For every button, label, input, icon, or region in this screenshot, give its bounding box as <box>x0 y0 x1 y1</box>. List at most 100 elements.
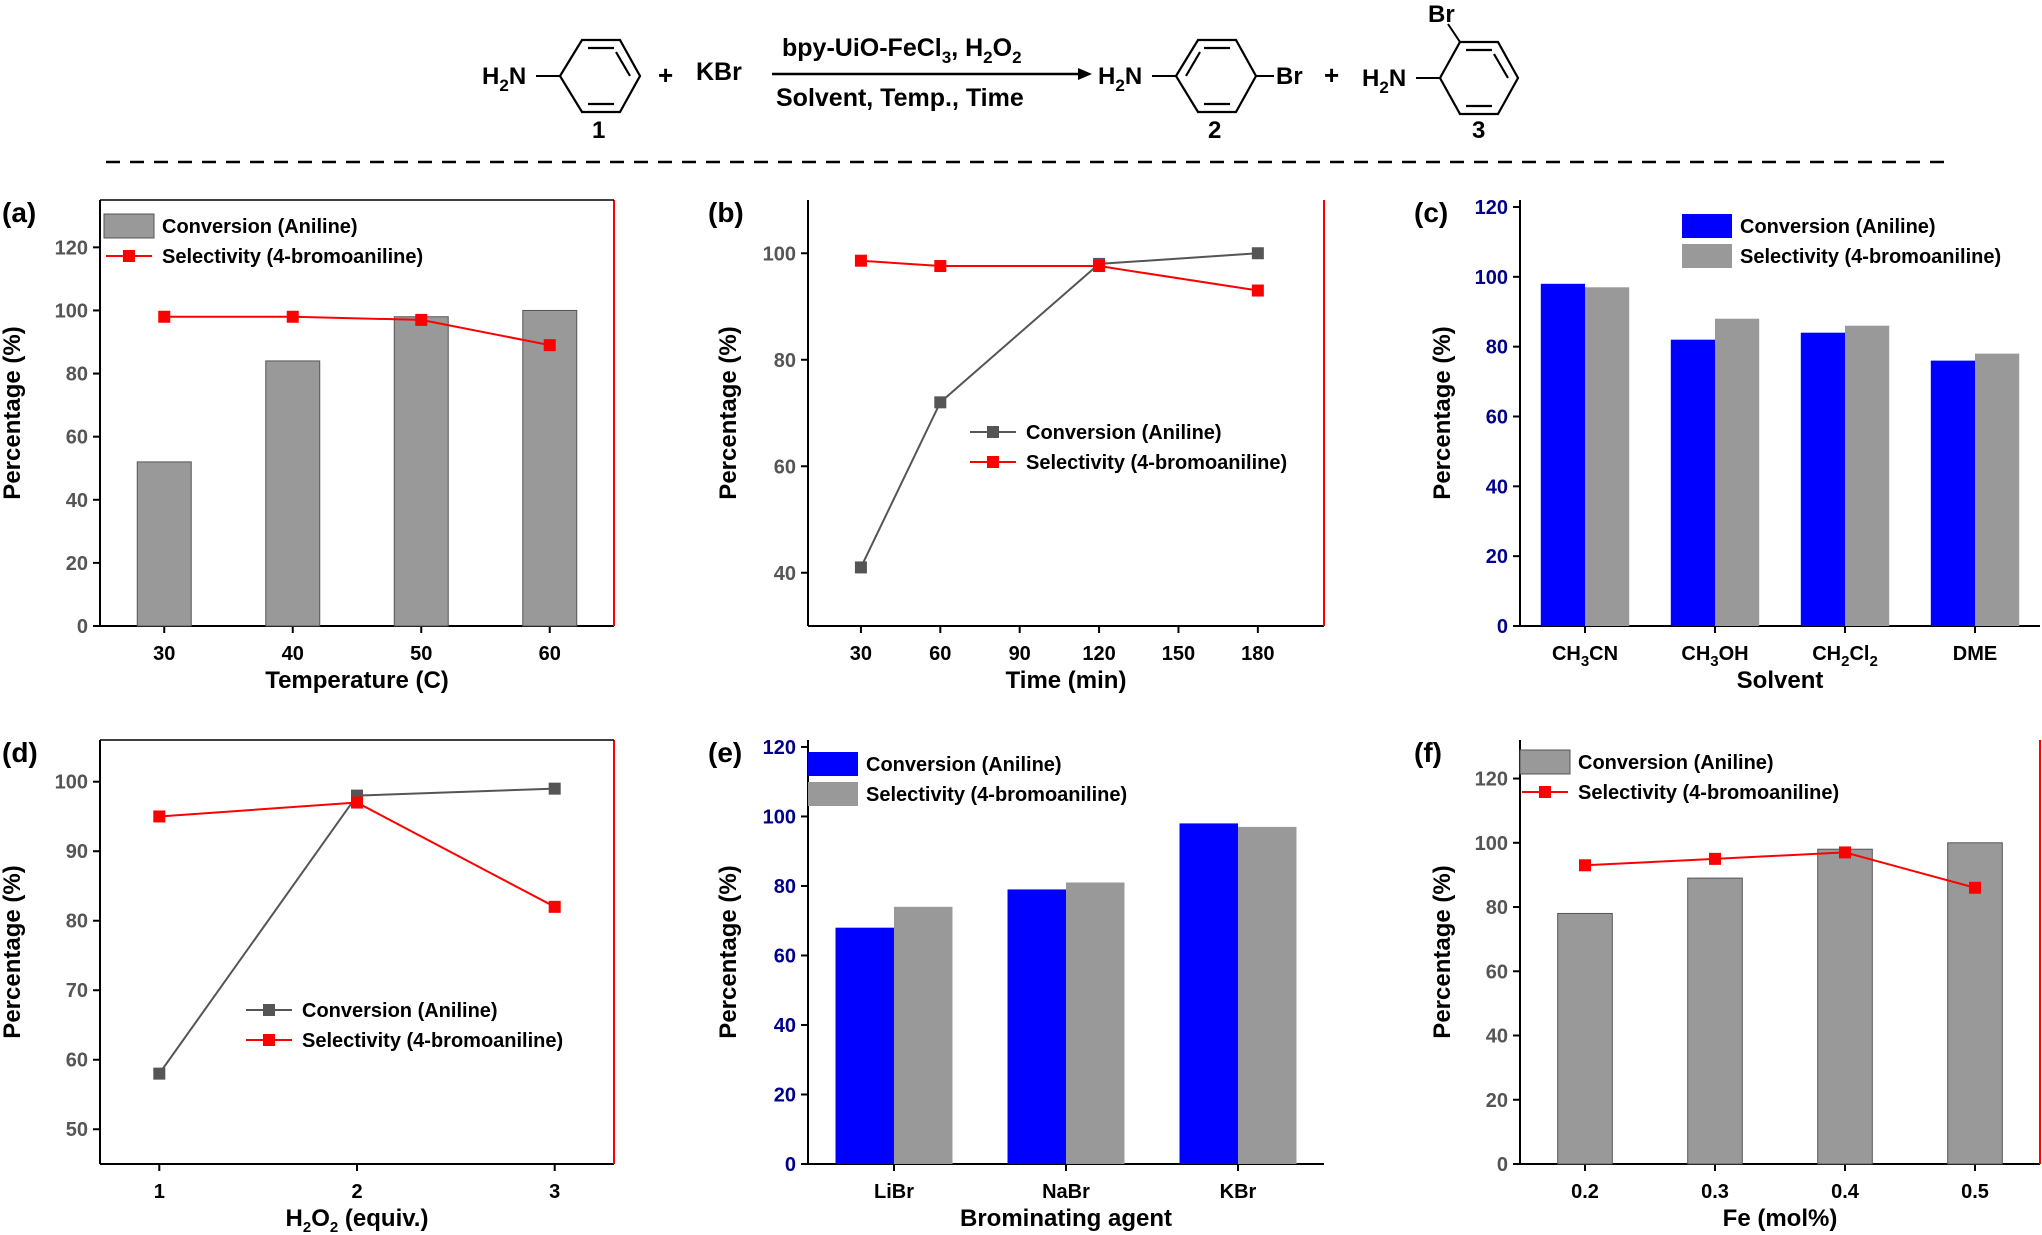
legend-marker <box>263 1004 275 1016</box>
chart-panel-e: (e) 0 20 40 60 80 100 120 Percentage (%) LiBr NaBr… <box>708 737 1324 1232</box>
bar <box>1687 877 1743 1165</box>
bar <box>1540 283 1585 626</box>
bar <box>522 309 578 627</box>
panel-label: (e) <box>708 737 742 768</box>
x-tick-label: 0.2 <box>1571 1181 1599 1203</box>
product2-br-label: Br <box>1276 63 1303 90</box>
data-point <box>1969 881 1981 894</box>
reaction-scheme: H2N 1 + KBr bpy-UiO-FeCl3, H2O2 Solvent,… <box>482 1 1520 144</box>
y-tick-label: 40 <box>1486 476 1508 498</box>
bar <box>1557 912 1613 1165</box>
legend-label: Conversion (Aniline) <box>162 216 358 238</box>
legend-label: Selectivity (4-bromoaniline) <box>1578 782 1839 804</box>
y-tick-label: 100 <box>55 772 88 794</box>
bar <box>1585 287 1630 626</box>
panel-label: (b) <box>708 197 744 228</box>
y-tick-label: 80 <box>774 876 796 898</box>
series-line <box>860 252 1258 568</box>
legend-swatch <box>1682 244 1732 268</box>
reagent-kbr: KBr <box>696 58 742 86</box>
y-tick-label: 0 <box>1497 1154 1508 1176</box>
y-tick-label: 120 <box>55 237 88 259</box>
bar <box>393 316 449 627</box>
x-tick-label: CH3CN <box>1552 643 1618 670</box>
y-tick-label: 40 <box>66 490 88 512</box>
chart-panel-c: (c) 0 20 40 60 80 100 120 Percentage (%) CH3CN CH3… <box>1414 197 2040 694</box>
x-tick-label: LiBr <box>874 1181 914 1203</box>
y-tick-label: 60 <box>66 1050 88 1072</box>
y-tick-label: 20 <box>66 553 88 575</box>
legend-swatch <box>808 752 858 776</box>
benzene-ring-1 <box>558 38 642 114</box>
y-axis-label: Percentage (%) <box>1429 865 1456 1038</box>
product3-br-label: Br <box>1428 1 1455 28</box>
y-tick-label: 100 <box>55 300 88 322</box>
x-axis-label: Temperature (C) <box>265 667 449 694</box>
y-tick-label: 100 <box>763 806 796 828</box>
panel-label: (d) <box>2 737 38 768</box>
y-tick-label: 40 <box>1486 1026 1508 1048</box>
y-tick-label: 100 <box>1475 267 1508 289</box>
panel-label: (f) <box>1414 737 1442 768</box>
x-tick-label: 90 <box>1009 643 1031 665</box>
bar <box>1007 889 1066 1164</box>
y-tick-label: 60 <box>66 427 88 449</box>
y-tick-label: 40 <box>774 1015 796 1037</box>
data-point <box>934 260 947 273</box>
bar <box>1845 325 1890 626</box>
y-tick-label: 60 <box>1486 406 1508 428</box>
benzene-ring-3 <box>1438 40 1520 116</box>
legend-label: Conversion (Aniline) <box>302 1000 498 1022</box>
x-tick-label: 40 <box>282 643 304 665</box>
y-tick-label: 90 <box>66 841 88 863</box>
panel-label: (c) <box>1414 197 1448 228</box>
y-tick-label: 100 <box>763 243 796 265</box>
catalyst-label: bpy-UiO-FeCl3, H2O2 <box>782 34 1022 67</box>
x-axis-label: Time (min) <box>1006 667 1127 694</box>
series-line <box>860 259 1258 292</box>
benzene-ring-2 <box>1174 38 1258 114</box>
legend-marker <box>263 1034 275 1046</box>
data-point <box>854 561 867 574</box>
y-tick-label: 80 <box>66 911 88 933</box>
bar <box>1066 882 1125 1164</box>
series-line <box>164 315 550 347</box>
x-tick-label: 30 <box>850 643 872 665</box>
y-tick-label: 120 <box>1475 197 1508 219</box>
x-tick-label: 120 <box>1082 643 1115 665</box>
x-tick-label: 0.4 <box>1831 1181 1860 1203</box>
bar <box>1670 339 1715 626</box>
bar <box>1930 360 1975 626</box>
x-tick-label: DME <box>1953 643 1997 665</box>
x-tick-label: 50 <box>410 643 432 665</box>
y-tick-label: 50 <box>66 1119 88 1141</box>
conditions-label: Solvent, Temp., Time <box>776 84 1024 112</box>
x-tick-label: 0.3 <box>1701 1181 1729 1203</box>
legend-label: Conversion (Aniline) <box>1026 422 1222 444</box>
y-tick-label: 60 <box>1486 961 1508 983</box>
x-tick-label: CH2Cl2 <box>1812 643 1878 670</box>
legend-swatch <box>808 782 858 806</box>
y-tick-label: 60 <box>774 945 796 967</box>
x-tick-label: 1 <box>154 1181 165 1203</box>
data-point <box>1093 260 1106 273</box>
x-tick-label: 60 <box>929 643 951 665</box>
x-axis-label: H2O2 (equiv.) <box>286 1205 429 1235</box>
legend-swatch <box>103 213 155 239</box>
x-axis-label: Brominating agent <box>960 1205 1172 1232</box>
chart-panel-d: (d) 50 60 70 80 90 100 Percentage (%) 1 2 3 H2O2 (e… <box>0 737 615 1235</box>
reactant1-amine-label: H2N <box>482 63 526 95</box>
legend-marker <box>1539 786 1551 798</box>
y-tick-label: 0 <box>785 1154 796 1176</box>
legend-label: Conversion (Aniline) <box>1740 216 1936 238</box>
legend-marker <box>987 426 999 438</box>
y-tick-label: 40 <box>774 563 796 585</box>
data-point <box>153 1067 166 1080</box>
y-axis-label: Percentage (%) <box>0 865 26 1038</box>
y-tick-label: 100 <box>1475 833 1508 855</box>
x-tick-label: NaBr <box>1042 1181 1090 1203</box>
product2-amine-label: H2N <box>1098 63 1142 95</box>
legend-label: Selectivity (4-bromoaniline) <box>1026 452 1287 474</box>
plus-sign: + <box>1324 60 1339 90</box>
